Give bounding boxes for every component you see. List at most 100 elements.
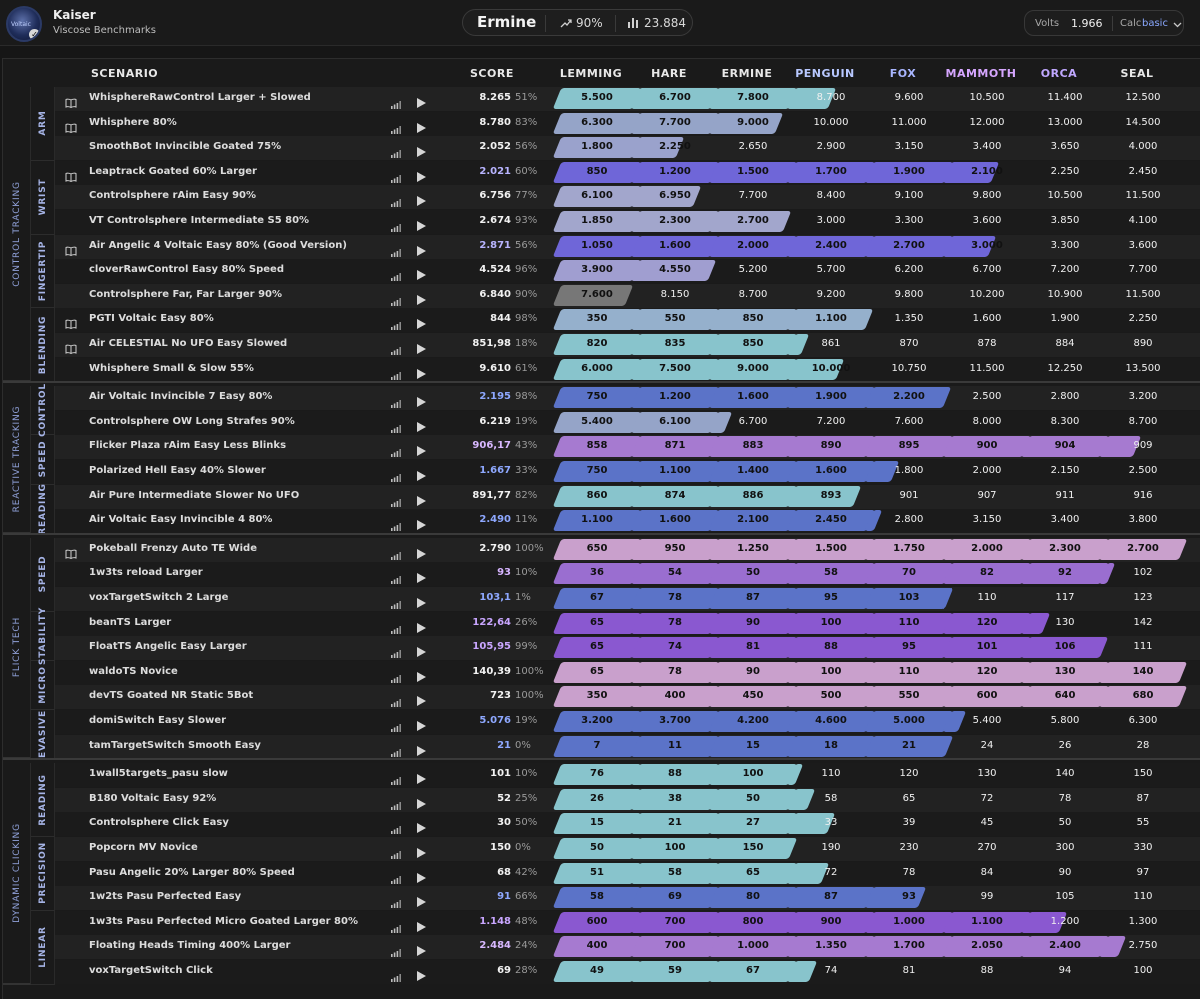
play-icon[interactable] xyxy=(417,544,426,559)
scenario-row[interactable]: Floating Heads Timing 400% Larger 2.484 24… xyxy=(55,935,1200,960)
scenario-name[interactable]: FloatTS Angelic Easy Larger xyxy=(89,641,247,653)
guide-book-icon[interactable] xyxy=(65,118,77,133)
scenario-row[interactable]: beanTS Larger 122,64 26% 65 78 90 100 110 120 130… xyxy=(55,611,1200,636)
scenario-row[interactable]: voxTargetSwitch 2 Large 103,1 1% 67 78 87 95 10… xyxy=(55,587,1200,611)
avatar[interactable]: Voltaic ✓ xyxy=(6,6,42,42)
guide-book-icon[interactable] xyxy=(65,339,77,355)
scenario-row[interactable]: Whisphere 80% 8.780 83% 6.300 7.700 9.000 10.0… xyxy=(55,111,1200,136)
scenario-name[interactable]: Air CELESTIAL No UFO Easy Slowed xyxy=(89,338,288,349)
scenario-row[interactable]: 1w2ts Pasu Perfected Easy 91 66% 58 69 80 87 93… xyxy=(55,886,1200,911)
guide-book-icon[interactable] xyxy=(65,167,77,182)
scenario-row[interactable]: Pasu Angelic 20% Larger 80% Speed 68 42% 51… xyxy=(55,861,1200,886)
play-icon[interactable] xyxy=(417,491,426,506)
play-icon[interactable] xyxy=(417,667,426,682)
scenario-row[interactable]: Pokeball Frenzy Auto TE Wide 2.790 100% 650… xyxy=(55,537,1200,562)
scenario-name[interactable]: voxTargetSwitch Click xyxy=(89,965,213,976)
play-icon[interactable] xyxy=(417,568,426,584)
play-icon[interactable] xyxy=(417,966,426,981)
scenario-name[interactable]: cloverRawControl Easy 80% Speed xyxy=(89,264,284,276)
scenario-row[interactable]: Air Voltaic Invincible 7 Easy 80% 2.195 98… xyxy=(55,386,1200,411)
play-icon[interactable] xyxy=(417,339,426,354)
scenario-row[interactable]: 1w3ts reload Larger 93 10% 36 54 50 58 70 82 92 10… xyxy=(55,562,1200,587)
scenario-row[interactable]: Controlsphere OW Long Strafes 90% 6.219 19… xyxy=(55,410,1200,435)
scenario-name[interactable]: Pasu Angelic 20% Larger 80% Speed xyxy=(89,866,295,878)
scenario-row[interactable]: voxTargetSwitch Click 69 28% 49 59 67 74 81 88 94… xyxy=(55,960,1200,984)
play-icon[interactable] xyxy=(417,466,426,481)
play-icon[interactable] xyxy=(417,618,426,633)
scenario-row[interactable]: WhisphereRawControl Larger + Slowed 8.265… xyxy=(55,87,1200,111)
scenario-row[interactable]: Polarized Hell Easy 40% Slower 1.667 33% 75… xyxy=(55,460,1200,484)
scenario-name[interactable]: Controlsphere OW Long Strafes 90% xyxy=(89,415,295,427)
scenario-name[interactable]: WhisphereRawControl Larger + Slowed xyxy=(89,92,311,103)
scenario-row[interactable]: devTS Goated NR Static 5Bot 723 100% 350 400… xyxy=(55,685,1200,710)
scenario-name[interactable]: Whisphere 80% xyxy=(89,116,177,128)
scenario-name[interactable]: Pokeball Frenzy Auto TE Wide xyxy=(89,542,257,554)
scenario-row[interactable]: waldoTS Novice 140,39 100% 65 78 90 100 110 120 1… xyxy=(55,660,1200,685)
play-icon[interactable] xyxy=(417,868,426,883)
scenario-row[interactable]: FloatTS Angelic Easy Larger 105,95 99% 65 74… xyxy=(55,636,1200,661)
play-icon[interactable] xyxy=(417,818,426,834)
play-icon[interactable] xyxy=(417,593,426,608)
play-icon[interactable] xyxy=(417,417,426,432)
scenario-row[interactable]: VT Controlsphere Intermediate S5 80% 2.67… xyxy=(55,210,1200,234)
chevron-down-icon[interactable] xyxy=(1173,20,1182,29)
scenario-row[interactable]: Popcorn MV Novice 150 0% 50 100 150 190 230 270 3… xyxy=(55,837,1200,861)
play-icon[interactable] xyxy=(417,794,426,809)
scenario-name[interactable]: Controlsphere rAim Easy 90% xyxy=(89,190,257,202)
scenario-row[interactable]: 1wall5targets_pasu slow 101 10% 76 88 100 110 1… xyxy=(55,763,1200,788)
scenario-row[interactable]: SmoothBot Invincible Goated 75% 2.052 56% 1… xyxy=(55,136,1200,161)
play-icon[interactable] xyxy=(417,892,426,908)
scenario-row[interactable]: Whisphere Small & Slow 55% 9.610 61% 6.000 7… xyxy=(55,357,1200,382)
scenario-name[interactable]: VT Controlsphere Intermediate S5 80% xyxy=(89,215,310,226)
scenario-name[interactable]: Air Pure Intermediate Slower No UFO xyxy=(89,489,300,501)
calc-mode-select[interactable]: basic xyxy=(1142,18,1168,29)
play-icon[interactable] xyxy=(417,142,426,158)
scenario-name[interactable]: Popcorn MV Novice xyxy=(89,842,198,853)
guide-book-icon[interactable] xyxy=(65,314,77,330)
scenario-name[interactable]: 1wall5targets_pasu slow xyxy=(89,768,228,780)
play-icon[interactable] xyxy=(417,191,426,207)
play-icon[interactable] xyxy=(417,441,426,457)
scenario-row[interactable]: tamTargetSwitch Smooth Easy 21 0% 7 11 15 18 21… xyxy=(55,734,1200,759)
scenario-name[interactable]: Air Voltaic Easy Invincible 4 80% xyxy=(89,514,273,526)
play-icon[interactable] xyxy=(417,392,426,408)
play-icon[interactable] xyxy=(417,118,426,133)
scenario-name[interactable]: 1w3ts reload Larger xyxy=(89,567,203,579)
play-icon[interactable] xyxy=(417,216,426,231)
scenario-row[interactable]: B180 Voltaic Easy 92% 52 25% 26 38 50 58 65 72 78… xyxy=(55,787,1200,812)
scenario-row[interactable]: Air Angelic 4 Voltaic Easy 80% (Good Ver… xyxy=(55,234,1200,259)
play-icon[interactable] xyxy=(417,642,426,658)
scenario-name[interactable]: Flicker Plaza rAim Easy Less Blinks xyxy=(89,440,287,452)
play-icon[interactable] xyxy=(417,769,426,785)
scenario-name[interactable]: Leaptrack Goated 60% Larger xyxy=(89,165,257,177)
scenario-name[interactable]: SmoothBot Invincible Goated 75% xyxy=(89,141,282,153)
play-icon[interactable] xyxy=(417,941,426,957)
play-icon[interactable] xyxy=(417,241,426,256)
scenario-name[interactable]: Controlsphere Far, Far Larger 90% xyxy=(89,288,283,300)
play-icon[interactable] xyxy=(417,716,426,731)
scenario-row[interactable]: cloverRawControl Easy 80% Speed 4.524 96% 3… xyxy=(55,259,1200,284)
scenario-name[interactable]: 1w2ts Pasu Perfected Easy xyxy=(89,891,242,903)
scenario-name[interactable]: Polarized Hell Easy 40% Slower xyxy=(89,465,266,476)
play-icon[interactable] xyxy=(417,741,426,756)
scenario-name[interactable]: B180 Voltaic Easy 92% xyxy=(89,792,217,804)
scenario-row[interactable]: Leaptrack Goated 60% Larger 2.021 60% 850 1.… xyxy=(55,160,1200,185)
scenario-row[interactable]: Controlsphere Far, Far Larger 90% 6.840 90… xyxy=(55,283,1200,308)
scenario-name[interactable]: Air Angelic 4 Voltaic Easy 80% (Good Ver… xyxy=(89,239,347,251)
play-icon[interactable] xyxy=(417,167,426,182)
play-icon[interactable] xyxy=(417,364,426,379)
scenario-name[interactable]: waldoTS Novice xyxy=(89,665,178,677)
play-icon[interactable] xyxy=(417,843,426,858)
scenario-name[interactable]: PGTI Voltaic Easy 80% xyxy=(89,313,214,325)
scenario-row[interactable]: Flicker Plaza rAim Easy Less Blinks 906,1… xyxy=(55,435,1200,460)
scenario-name[interactable]: voxTargetSwitch 2 Large xyxy=(89,592,229,603)
play-icon[interactable] xyxy=(417,917,426,932)
play-icon[interactable] xyxy=(417,691,426,707)
scenario-name[interactable]: Floating Heads Timing 400% Larger xyxy=(89,940,291,952)
scenario-name[interactable]: domiSwitch Easy Slower xyxy=(89,715,227,726)
settings-pill[interactable]: Volts 1.966 Calc basic xyxy=(1024,10,1184,36)
play-icon[interactable] xyxy=(417,290,426,305)
scenario-row[interactable]: Controlsphere Click Easy 30 50% 15 21 27 33 39 4… xyxy=(55,812,1200,837)
guide-book-icon[interactable] xyxy=(65,544,77,559)
scenario-row[interactable]: Controlsphere rAim Easy 90% 6.756 77% 6.100… xyxy=(55,185,1200,210)
